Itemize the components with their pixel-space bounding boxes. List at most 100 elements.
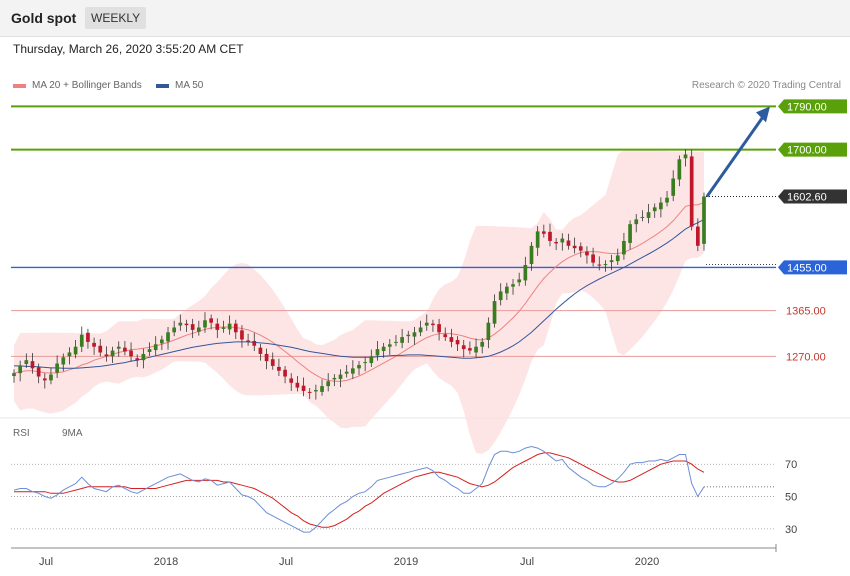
credit-text: Research © 2020 Trading Central	[691, 80, 841, 91]
rsi-line	[13, 445, 705, 533]
candle-body	[123, 347, 127, 352]
legend-rsi: RSI	[13, 428, 30, 439]
candle-body	[652, 207, 657, 212]
candle-body	[92, 342, 96, 347]
candle-body	[640, 216, 645, 218]
candle-body	[689, 156, 694, 227]
candle-body	[184, 323, 189, 326]
candle-body	[338, 374, 343, 379]
candle-body	[566, 240, 571, 246]
candle-body	[104, 354, 109, 357]
ma20-label: MA 20 + Bollinger Bands	[32, 80, 142, 91]
candle-body	[529, 245, 534, 265]
candle-body	[289, 378, 294, 383]
level-label-1700.00: 1700.00	[787, 145, 827, 157]
candle-body	[615, 255, 620, 262]
candle-body	[498, 291, 503, 301]
chart-header: Gold spot WEEKLY	[0, 0, 850, 37]
ma50-swatch	[156, 83, 169, 88]
candle-body	[49, 374, 53, 381]
candle-body	[295, 382, 300, 388]
candle-body	[42, 378, 47, 381]
x-tick-label: Jul	[39, 556, 53, 568]
candle-body	[671, 178, 676, 196]
candle-body	[609, 260, 614, 263]
rsi-tick-70: 70	[785, 459, 797, 471]
candle-body	[541, 231, 546, 234]
ma20-line	[13, 202, 705, 382]
candle-body	[437, 324, 441, 333]
candle-body	[406, 334, 411, 337]
candle-body	[79, 334, 84, 347]
candle-body	[449, 337, 454, 342]
candle-body	[387, 344, 392, 347]
candle-body	[221, 327, 226, 329]
candle-body	[24, 360, 29, 365]
candle-body	[548, 231, 552, 241]
level-tag-1790.00	[778, 99, 847, 114]
candle-body	[153, 344, 158, 351]
candle-body	[209, 318, 213, 323]
candle-body	[400, 337, 404, 343]
level-label-1602.60: 1602.60	[787, 191, 827, 203]
candle-body	[443, 334, 448, 338]
candle-body	[486, 322, 491, 340]
bollinger-band	[14, 149, 704, 454]
legend-ma20: MA 20 + Bollinger Bands	[13, 80, 142, 91]
projection-arrow	[705, 114, 766, 198]
candle-body	[480, 341, 485, 347]
x-tick-label: 2020	[635, 556, 659, 568]
ma50-label: MA 50	[175, 80, 204, 91]
candle-body	[424, 322, 429, 326]
chart-title: Gold spot	[11, 10, 77, 26]
rsi-tick-50: 50	[785, 492, 797, 504]
candle-body	[283, 369, 287, 377]
candle-body	[258, 347, 263, 354]
candle-body	[683, 154, 688, 159]
legend-ma50: MA 50	[156, 80, 203, 91]
candle-body	[332, 377, 337, 380]
rsi-ma-line	[14, 452, 705, 528]
candle-body	[505, 286, 509, 294]
candle-body	[190, 324, 195, 330]
candle-body	[227, 323, 232, 330]
candle-body	[196, 327, 201, 332]
candle-body	[603, 264, 608, 266]
candle-body	[560, 238, 565, 243]
candle-body	[160, 339, 164, 344]
candle-body	[55, 363, 59, 373]
candle-body	[585, 251, 589, 256]
candle-body	[67, 352, 72, 357]
candle-body	[369, 356, 374, 364]
ma50-line	[14, 218, 705, 369]
candle-body	[116, 346, 121, 349]
level-label-1365.00: 1365.00	[786, 306, 826, 318]
candle-body	[12, 373, 16, 377]
level-label-1455.00: 1455.00	[787, 262, 827, 274]
candle-body	[264, 353, 269, 362]
candle-body	[578, 246, 583, 251]
legend-9ma: 9MA	[62, 428, 83, 439]
candle-body	[431, 323, 435, 326]
rsi-tick-30: 30	[785, 524, 797, 536]
candle-body	[492, 301, 497, 324]
x-tick-label: Jul	[520, 556, 534, 568]
candle-body	[474, 346, 478, 353]
candle-body	[628, 224, 632, 243]
candle-body	[412, 332, 417, 337]
timeframe-badge[interactable]: WEEKLY	[85, 7, 147, 29]
candle-body	[277, 366, 281, 371]
candle-body	[172, 327, 177, 333]
candle-body	[634, 219, 639, 225]
rsi-label: RSI	[13, 428, 30, 439]
candle-body	[468, 348, 472, 351]
level-label-1270.00: 1270.00	[786, 351, 826, 363]
candle-body	[535, 231, 540, 248]
candle-body	[129, 350, 133, 357]
candle-body	[350, 368, 355, 374]
candle-body	[18, 365, 23, 374]
candle-body	[36, 367, 41, 377]
level-tag-1700.00	[778, 142, 847, 157]
candle-body	[523, 265, 528, 281]
